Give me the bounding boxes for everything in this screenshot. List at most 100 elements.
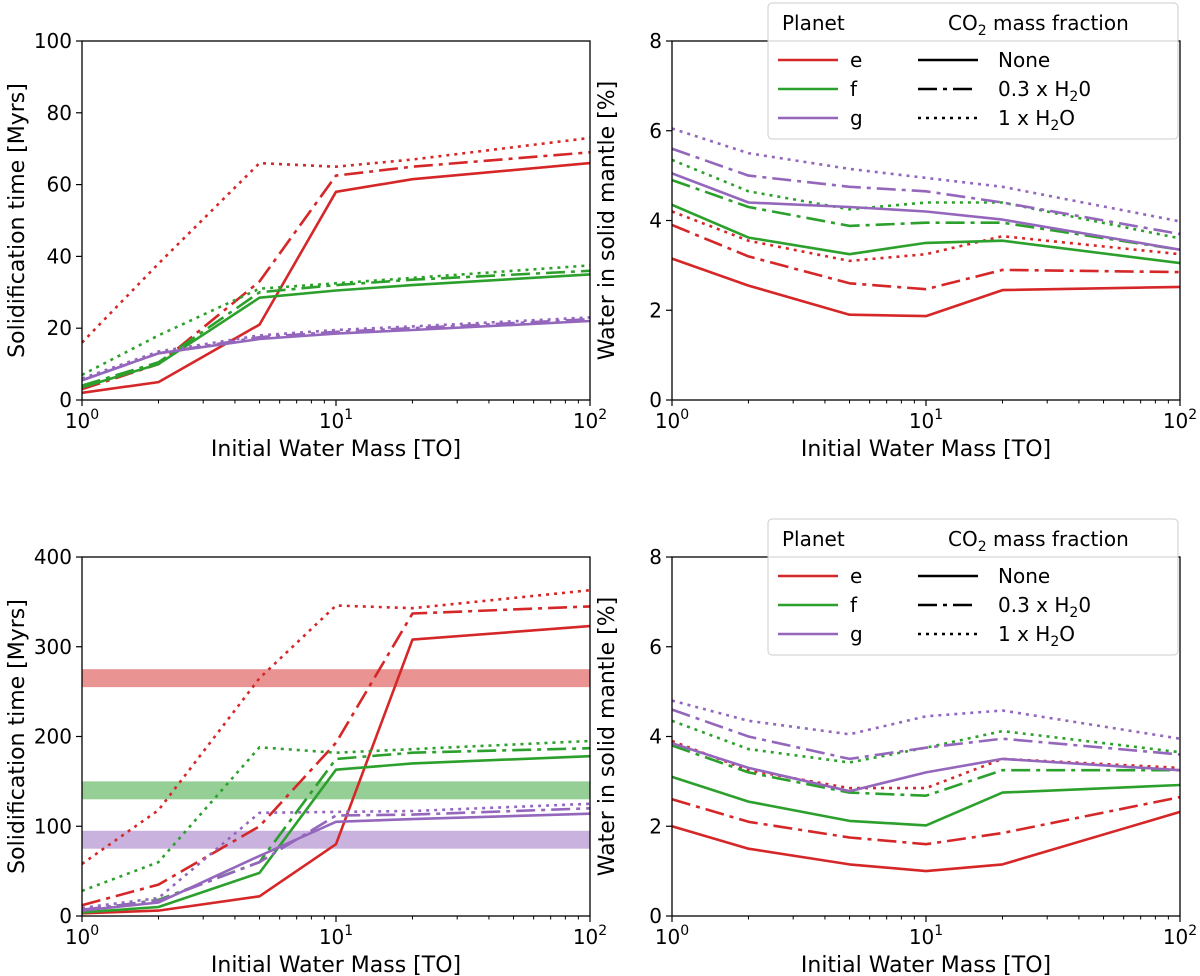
series-line-g-dotted	[82, 802, 590, 910]
legend-label-planet-e: e	[850, 48, 862, 72]
y-tick-label: 6	[649, 119, 662, 143]
series-line-g-solid	[672, 172, 1180, 251]
series-line-e-solid	[82, 624, 590, 915]
y-tick-label: 4	[649, 725, 662, 749]
y-tick-label: 300	[34, 635, 72, 659]
legend-label-solid: None	[998, 564, 1050, 588]
x-tick-label: 100	[65, 923, 99, 949]
y-tick-label: 0	[59, 388, 72, 412]
series-line-e-solid	[82, 161, 590, 395]
legend-planet-title: Planet	[782, 11, 845, 35]
y-axis-label: Solidification time [Myrs]	[5, 599, 30, 874]
legend-frame	[767, 2, 1179, 140]
series-line-g-dotted	[672, 127, 1180, 223]
axes-frame	[81, 40, 591, 401]
series-line-g-dashdot	[672, 708, 1180, 761]
series-line-f-dotted	[82, 739, 590, 893]
y-tick-label: 0	[59, 904, 72, 928]
series-line-g-dashdot	[82, 317, 590, 382]
x-tick-label: 100	[655, 923, 689, 949]
legend-label-solid: None	[998, 48, 1050, 72]
series-line-e-solid	[672, 257, 1180, 318]
x-tick-label: 102	[1163, 407, 1197, 433]
legend-planet-title: Planet	[782, 527, 845, 551]
series-line-g-solid	[82, 319, 590, 382]
y-tick-label: 400	[34, 545, 72, 569]
x-tick-label: 100	[655, 407, 689, 433]
legend-label-planet-e: e	[850, 564, 862, 588]
legend-label-planet-f: f	[850, 77, 858, 101]
x-tick-label: 102	[573, 407, 607, 433]
y-tick-label: 8	[649, 29, 662, 53]
series-line-e-dashdot	[82, 605, 590, 907]
panel-top-left: 0 20 40 60 80 100 100 101 102 Initial Water Mass …	[5, 29, 607, 462]
series-line-f-dotted	[672, 719, 1180, 764]
series-line-g-dashdot	[672, 147, 1180, 236]
y-tick-label: 100	[34, 814, 72, 838]
x-tick-label: 102	[1163, 923, 1197, 949]
x-axis-label: Initial Water Mass [TO]	[801, 953, 1051, 976]
y-tick-label: 40	[47, 244, 72, 268]
series-line-e-dotted	[672, 210, 1180, 263]
y-axis-label: Solidification time [Myrs]	[5, 83, 30, 358]
x-axis-label: Initial Water Mass [TO]	[801, 437, 1051, 462]
y-axis-label: Water in solid mantle [%]	[595, 597, 620, 876]
y-tick-label: 0	[649, 388, 662, 412]
y-tick-label: 2	[649, 814, 662, 838]
series-line-g-solid	[672, 741, 1180, 793]
y-tick-label: 20	[47, 316, 72, 340]
x-tick-label: 101	[319, 407, 353, 433]
band-planet-f	[82, 781, 590, 800]
series-line-e-solid	[672, 810, 1180, 873]
legend-co2-title: CO2 mass fraction	[948, 527, 1129, 555]
y-tick-label: 200	[34, 725, 72, 749]
band-planet-e	[82, 669, 590, 688]
series-line-f-dotted	[82, 264, 590, 377]
legend-label-dotted: 1 x H2O	[998, 622, 1075, 650]
panel-bottom-right: 0 2 4 6 8 100 101 102 Initial Water Mass [TO] Wat…	[595, 518, 1197, 976]
series-line-f-dashdot	[82, 269, 590, 387]
band-planet-g	[82, 830, 590, 849]
y-tick-label: 2	[649, 298, 662, 322]
x-tick-label: 100	[65, 407, 99, 433]
y-tick-label: 4	[649, 209, 662, 233]
y-axis-label: Water in solid mantle [%]	[595, 81, 620, 360]
legend-label-planet-g: g	[850, 622, 863, 646]
x-axis-label: Initial Water Mass [TO]	[211, 953, 461, 976]
legend-frame	[767, 518, 1179, 656]
y-tick-label: 100	[34, 29, 72, 53]
legend-co2-title: CO2 mass fraction	[948, 11, 1129, 39]
series-line-e-dotted	[82, 136, 590, 344]
series-line-f-dashdot	[672, 744, 1180, 798]
series-line-f-solid	[82, 754, 590, 914]
legend-label-planet-g: g	[850, 106, 863, 130]
x-tick-label: 102	[573, 923, 607, 949]
legend-label-dotted: 1 x H2O	[998, 106, 1075, 134]
series-line-g-dotted	[82, 316, 590, 380]
y-tick-label: 6	[649, 635, 662, 659]
y-tick-label: 60	[47, 173, 72, 197]
x-tick-label: 101	[319, 923, 353, 949]
x-tick-label: 101	[909, 923, 943, 949]
series-line-e-dotted	[82, 588, 590, 865]
series-line-f-dotted	[672, 158, 1180, 240]
series-line-e-dashdot	[672, 795, 1180, 846]
series-line-f-dashdot	[82, 746, 590, 912]
legend-label-planet-f: f	[850, 593, 858, 617]
y-tick-label: 0	[649, 904, 662, 928]
series-line-e-dashdot	[672, 223, 1180, 291]
series-line-f-dashdot	[672, 178, 1180, 251]
series-line-f-solid	[672, 775, 1180, 827]
series-line-f-solid	[672, 203, 1180, 265]
x-axis-label: Initial Water Mass [TO]	[211, 437, 461, 462]
series-line-f-solid	[82, 273, 590, 389]
series-line-g-dashdot	[82, 807, 590, 911]
series-line-g-dotted	[672, 699, 1180, 740]
x-tick-label: 101	[909, 407, 943, 433]
series-line-g-solid	[82, 812, 590, 912]
y-tick-label: 80	[47, 101, 72, 125]
